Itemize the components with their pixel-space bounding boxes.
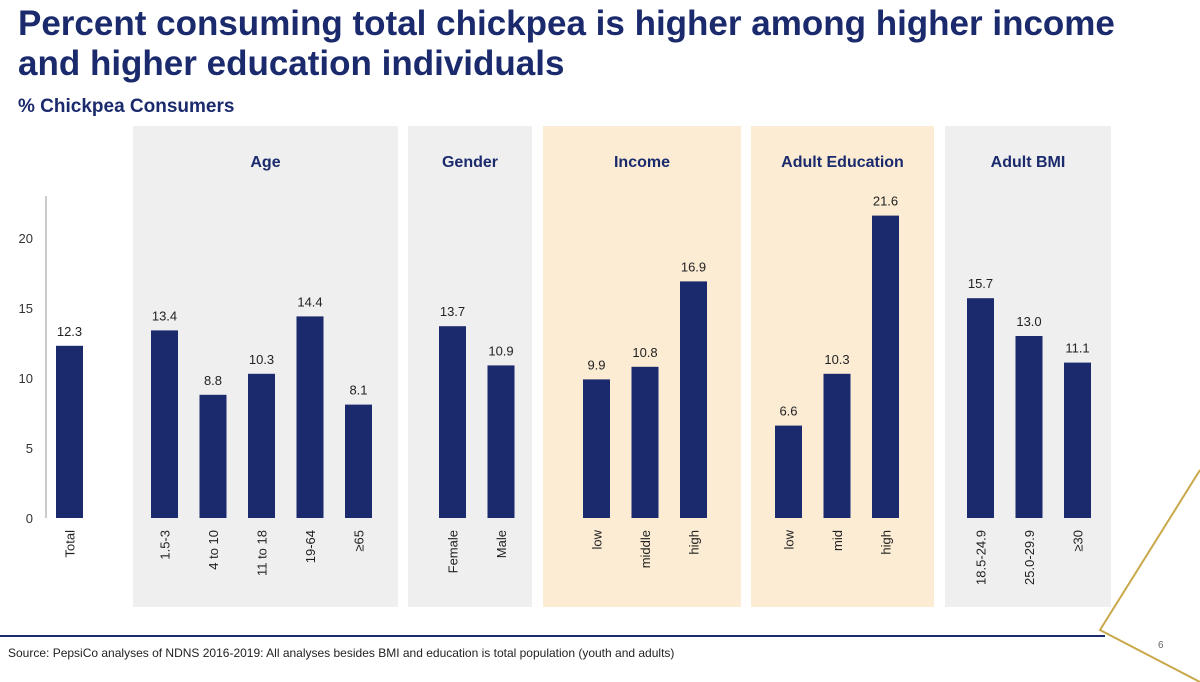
y-tick-label: 15 bbox=[19, 301, 33, 316]
data-label: 6.6 bbox=[779, 404, 797, 419]
panel-income bbox=[543, 126, 741, 607]
bar bbox=[296, 316, 324, 518]
x-tick-label: 19-64 bbox=[303, 530, 318, 563]
x-tick-label: Male bbox=[494, 530, 509, 558]
x-tick-label: 18.5-24.9 bbox=[974, 530, 989, 585]
bar bbox=[439, 326, 466, 518]
data-label: 11.1 bbox=[1065, 341, 1089, 356]
x-tick-label: low bbox=[782, 529, 797, 549]
data-label: 13.4 bbox=[152, 308, 177, 323]
x-tick-label: middle bbox=[638, 530, 653, 568]
bar bbox=[345, 404, 372, 518]
y-tick-label: 20 bbox=[19, 231, 33, 246]
y-tick-label: 10 bbox=[19, 371, 33, 386]
x-tick-label: Female bbox=[446, 530, 461, 573]
group-label: Adult Education bbox=[781, 154, 904, 171]
data-label: 12.3 bbox=[57, 324, 82, 339]
data-label: 16.9 bbox=[681, 259, 706, 274]
footer-divider bbox=[0, 635, 1105, 637]
x-tick-label: 11 to 18 bbox=[255, 530, 270, 576]
group-label: Adult BMI bbox=[991, 154, 1066, 171]
data-label: 9.9 bbox=[587, 357, 605, 372]
data-label: 21.6 bbox=[873, 194, 898, 209]
bar bbox=[872, 215, 899, 518]
y-tick-label: 5 bbox=[26, 441, 33, 456]
bar bbox=[1015, 336, 1043, 518]
data-label: 10.8 bbox=[632, 345, 657, 360]
data-label: 13.7 bbox=[440, 304, 465, 319]
bar bbox=[199, 394, 227, 518]
bar bbox=[583, 379, 610, 518]
bar bbox=[823, 373, 851, 518]
bar bbox=[680, 281, 707, 518]
x-tick-label: low bbox=[590, 529, 605, 549]
bar bbox=[248, 373, 275, 518]
data-label: 8.8 bbox=[204, 373, 222, 388]
bar bbox=[631, 366, 659, 518]
data-label: 10.3 bbox=[249, 352, 274, 367]
bar-chart: Age Gender Income Adult Education Adult BMI 0… bbox=[19, 126, 1111, 607]
data-label: 10.9 bbox=[488, 343, 513, 358]
x-tick-label: 25.0-29.9 bbox=[1022, 530, 1037, 585]
chart-title: Percent consuming total chickpea is high… bbox=[18, 4, 1115, 83]
y-tick-label: 0 bbox=[26, 511, 33, 526]
bar bbox=[775, 425, 802, 518]
bar bbox=[56, 345, 83, 518]
x-tick-label: high bbox=[879, 530, 894, 555]
group-label: Gender bbox=[442, 154, 498, 171]
panel-adult-education bbox=[751, 126, 934, 607]
x-tick-label: ≥30 bbox=[1071, 530, 1086, 552]
x-tick-label: Total bbox=[63, 530, 78, 558]
gold-chevron-decoration bbox=[1098, 469, 1200, 682]
bar bbox=[487, 365, 515, 518]
x-tick-label: high bbox=[687, 530, 702, 555]
bar bbox=[967, 298, 994, 518]
group-label: Age bbox=[250, 154, 280, 171]
chart-subtitle: % Chickpea Consumers bbox=[18, 96, 235, 117]
page-number: 6 bbox=[1158, 640, 1164, 651]
group-label: Income bbox=[614, 154, 670, 171]
data-label: 10.3 bbox=[824, 352, 849, 367]
data-label: 14.4 bbox=[297, 294, 322, 309]
bar bbox=[1064, 362, 1091, 518]
data-label: 15.7 bbox=[968, 276, 993, 291]
bar bbox=[151, 330, 178, 518]
source-note: Source: PepsiCo analyses of NDNS 2016-20… bbox=[8, 646, 675, 660]
x-tick-label: 1.5-3 bbox=[158, 530, 173, 560]
data-label: 13.0 bbox=[1016, 314, 1041, 329]
x-tick-label: mid bbox=[830, 530, 845, 551]
x-tick-label: 4 to 10 bbox=[206, 530, 221, 570]
x-tick-label: ≥65 bbox=[352, 530, 367, 552]
data-label: 8.1 bbox=[349, 383, 367, 398]
